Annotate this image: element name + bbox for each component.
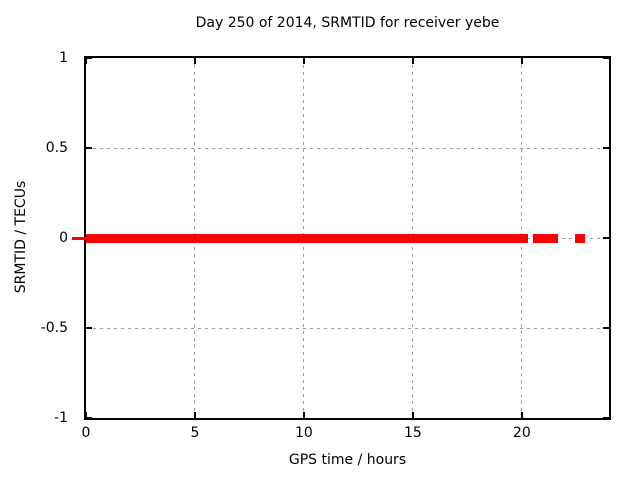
x-tick-mark [194,58,196,64]
chart-title: Day 250 of 2014, SRMTID for receiver yeb… [195,15,500,31]
y-tick-mark [603,237,609,239]
x-axis-label: GPS time / hours [288,452,407,468]
y-tick-mark [86,147,92,149]
y-tick-label: 1 [59,50,68,66]
gridline-horizontal [86,327,609,329]
x-tick-mark [303,412,305,418]
y-tick-mark [603,57,609,59]
x-tick-mark [521,58,523,64]
x-tick-mark [85,412,87,418]
x-tick-label: 5 [190,425,200,441]
y-tick-mark [603,327,609,329]
y-tick-label: -1 [54,410,68,426]
data-segment [86,233,529,243]
data-segment [533,233,559,243]
y-tick-label: 0.5 [45,140,68,156]
x-tick-mark [85,58,87,64]
y-tick-label: 0 [59,230,68,246]
plot-area [72,56,611,420]
x-tick-mark [194,412,196,418]
data-segment [72,236,86,240]
gridline-horizontal [86,147,609,149]
x-tick-mark [412,58,414,64]
x-tick-label: 0 [81,425,91,441]
y-tick-mark [86,417,92,419]
x-tick-mark [521,412,523,418]
y-tick-mark [603,147,609,149]
y-tick-label: -0.5 [40,320,68,336]
y-tick-mark [86,327,92,329]
data-segment [575,233,586,243]
x-tick-label: 15 [403,425,422,441]
y-tick-mark [86,57,92,59]
y-tick-mark [603,417,609,419]
x-tick-mark [412,412,414,418]
x-tick-label: 10 [294,425,313,441]
x-tick-label: 20 [512,425,531,441]
x-tick-mark [303,58,305,64]
